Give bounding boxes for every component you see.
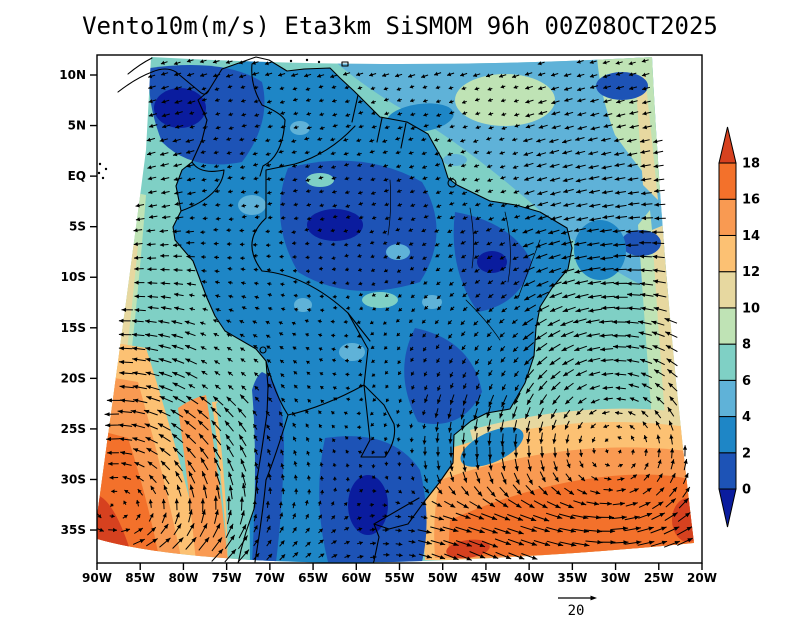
y-axis-tick-label: 5S: [69, 220, 86, 234]
x-axis-tick-label: 25W: [644, 571, 674, 585]
x-axis-tick-label: 80W: [168, 571, 198, 585]
colorbar-tick-label: 2: [742, 446, 751, 461]
x-axis-tick-label: 65W: [298, 571, 328, 585]
y-axis-tick-label: 5N: [68, 119, 86, 133]
x-axis-tick-label: 45W: [471, 571, 501, 585]
colorbar-tick-label: 18: [742, 157, 760, 172]
y-axis-tick-label: 30S: [61, 472, 86, 486]
chart-title: Vento10m(m/s) Eta3km SiSMOM 96h 00Z08OCT…: [82, 12, 718, 40]
x-axis-tick-label: 20W: [687, 571, 717, 585]
y-axis-tick-label: EQ: [68, 169, 86, 183]
x-axis-tick-label: 60W: [341, 571, 371, 585]
x-axis-tick-label: 35W: [557, 571, 587, 585]
x-axis-tick-label: 70W: [255, 571, 285, 585]
colorbar: 0 2 4 6 8 10 12 14 16 18: [718, 126, 760, 528]
x-axis-tick-label: 90W: [82, 571, 112, 585]
reference-vector-label: 20: [568, 603, 585, 618]
y-axis-tick-label: 35S: [61, 523, 86, 537]
colorbar-tick-label: 4: [742, 410, 751, 425]
colorbar-tick-label: 12: [742, 265, 760, 280]
y-axis-tick-label: 25S: [61, 422, 86, 436]
x-axis-tick-label: 30W: [601, 571, 631, 585]
y-axis-tick-label: 15S: [61, 321, 86, 335]
wind-arrows: [97, 58, 693, 563]
x-axis-tick-label: 55W: [385, 571, 415, 585]
colorbar-tick-label: 8: [742, 338, 751, 353]
colorbar-tick-label: 0: [742, 483, 751, 498]
y-axis-tick-label: 20S: [61, 371, 86, 385]
y-axis-tick-label: 10S: [61, 270, 86, 284]
colorbar-tick-label: 6: [742, 374, 751, 389]
reference-vector: 20: [558, 595, 597, 618]
colorbar-tick-label: 14: [742, 229, 760, 244]
x-axis-tick-label: 50W: [428, 571, 458, 585]
y-axis-tick-label: 10N: [59, 68, 86, 82]
colorbar-tick-label: 16: [742, 193, 760, 208]
x-axis-tick-label: 75W: [212, 571, 242, 585]
plot-frame-and-axes: 10N 5N EQ 5S 10S 15S 20S 25S 30S 35S 90W 85W 80W 75W 7…: [59, 54, 717, 585]
x-axis-tick-label: 40W: [514, 571, 544, 585]
x-axis-tick-label: 85W: [125, 571, 155, 585]
colorbar-tick-label: 10: [742, 301, 760, 316]
